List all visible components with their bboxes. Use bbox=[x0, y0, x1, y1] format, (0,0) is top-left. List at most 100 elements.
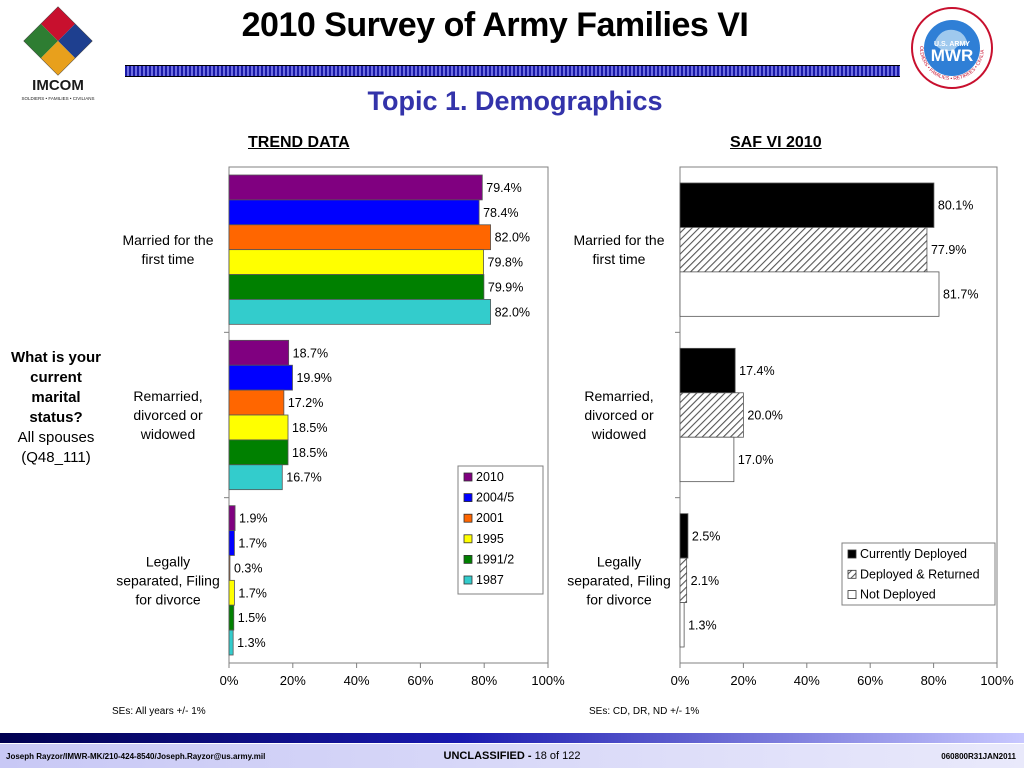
category-label: for divorce bbox=[135, 591, 201, 607]
x-tick-label: 0% bbox=[220, 673, 239, 688]
category-label: Remarried, bbox=[133, 388, 202, 404]
bar-currently-deployed bbox=[679, 182, 935, 228]
data-label: 1.3% bbox=[688, 618, 717, 632]
footer-dtg: 060800R31JAN2011 bbox=[941, 752, 1016, 761]
bar-currently-deployed bbox=[679, 513, 689, 559]
data-label: 20.0% bbox=[747, 409, 782, 423]
data-label: 77.9% bbox=[931, 243, 966, 257]
charts-canvas: 0% 20% 40% 60% 80% 100% Married for the first t… bbox=[116, 166, 1014, 688]
bar-2010 bbox=[228, 505, 236, 531]
legend-swatch-currently-deployed bbox=[847, 549, 857, 559]
bar-not-deployed bbox=[679, 271, 940, 317]
x-tick-label: 40% bbox=[794, 673, 820, 688]
trend-chart: 0% 20% 40% 60% 80% 100% Married for the first t… bbox=[116, 166, 565, 688]
legend-label: 1995 bbox=[476, 532, 504, 546]
bar-not-deployed bbox=[679, 602, 685, 648]
data-label: 1.7% bbox=[238, 586, 267, 600]
bar-1995 bbox=[228, 249, 484, 275]
category-label: widowed bbox=[140, 426, 195, 442]
x-tick-label: 20% bbox=[280, 673, 306, 688]
data-label: 17.2% bbox=[288, 396, 323, 410]
page-title: 2010 Survey of Army Families VI bbox=[241, 6, 749, 44]
bar-2010 bbox=[228, 339, 290, 366]
bar-deployed-returned bbox=[679, 392, 744, 438]
bar-1987 bbox=[228, 629, 234, 656]
footer-contact: Joseph Rayzor/IMWR-MK/210-424-8540/Josep… bbox=[6, 752, 266, 761]
data-label: 16.7% bbox=[286, 471, 321, 485]
bar-2004-5 bbox=[228, 530, 235, 556]
legend-label: 1987 bbox=[476, 573, 504, 587]
bar-currently-deployed bbox=[679, 347, 736, 394]
data-label: 19.9% bbox=[296, 371, 331, 385]
category-label: widowed bbox=[591, 426, 646, 442]
legend-swatch-not-deployed bbox=[847, 590, 857, 599]
data-label: 2.5% bbox=[692, 529, 721, 543]
data-label: 1.3% bbox=[237, 636, 266, 650]
mwr-logo-top: U.S. ARMY bbox=[934, 41, 970, 48]
legend-swatch-1991-2 bbox=[463, 555, 473, 564]
data-label: 79.8% bbox=[488, 256, 523, 270]
legend-swatch-2010 bbox=[463, 472, 473, 482]
saf-se-note: SEs: CD, DR, ND +/- 1% bbox=[589, 706, 700, 717]
bar-1987 bbox=[228, 464, 283, 491]
x-tick-label: 40% bbox=[344, 673, 370, 688]
legend-swatch-deployed-returned bbox=[847, 569, 857, 579]
legend-label: 2001 bbox=[476, 511, 504, 525]
data-label: 1.7% bbox=[238, 537, 267, 551]
data-label: 0.3% bbox=[234, 561, 263, 575]
bar-2010 bbox=[228, 174, 483, 201]
data-label: 82.0% bbox=[495, 231, 530, 245]
x-tick-label: 60% bbox=[857, 673, 883, 688]
bar-deployed-returned bbox=[679, 557, 688, 603]
bar-2004-5 bbox=[228, 364, 293, 391]
category-label: Married for the bbox=[573, 232, 664, 248]
bar-2001 bbox=[228, 389, 285, 416]
trend-se-note: SEs: All years +/- 1% bbox=[112, 706, 206, 717]
legend-swatch-2004-5 bbox=[463, 493, 473, 503]
bar-deployed-returned bbox=[679, 227, 928, 273]
category-label: divorced or bbox=[584, 407, 654, 423]
category-label: separated, Filing bbox=[567, 572, 671, 588]
bar-2001 bbox=[228, 224, 491, 251]
x-tick-label: 0% bbox=[671, 673, 690, 688]
bar-1991-2 bbox=[228, 439, 289, 466]
data-label: 81.7% bbox=[943, 288, 978, 302]
legend-label: 1991/2 bbox=[476, 552, 514, 566]
footer-classification: UNCLASSIFIED - 18 of 122 bbox=[0, 750, 1024, 762]
category-label: for divorce bbox=[586, 591, 652, 607]
data-label: 18.5% bbox=[292, 421, 327, 435]
page-subtitle: Topic 1. Demographics bbox=[367, 86, 663, 116]
category-label: Legally bbox=[146, 553, 190, 569]
question-text: What is your current marital status? bbox=[10, 349, 101, 426]
data-label: 1.9% bbox=[239, 512, 268, 526]
legend-label: 2004/5 bbox=[476, 491, 514, 505]
bar-1987 bbox=[228, 299, 491, 325]
bar-1995 bbox=[228, 414, 289, 441]
x-tick-label: 60% bbox=[407, 673, 433, 688]
footer-divider bbox=[0, 733, 1024, 743]
legend-swatch-1987 bbox=[463, 575, 473, 585]
x-tick-label: 80% bbox=[471, 673, 497, 688]
legend-swatch-1995 bbox=[463, 534, 473, 544]
x-tick-label: 20% bbox=[730, 673, 756, 688]
data-label: 18.5% bbox=[292, 446, 327, 460]
imcom-logo: IMCOM SOLDIERS • FAMILIES • CIVILIANS bbox=[15, 5, 101, 105]
data-label: 17.4% bbox=[739, 364, 774, 378]
legend-label: Deployed & Returned bbox=[860, 567, 980, 581]
category-label: divorced or bbox=[133, 407, 203, 423]
category-label: first time bbox=[593, 251, 646, 267]
mwr-logo: U.S. ARMY MWR SOLDIERS • FAMILIES • RETI… bbox=[908, 2, 994, 90]
data-label: 79.9% bbox=[488, 281, 523, 295]
x-tick-label: 80% bbox=[921, 673, 947, 688]
header-divider bbox=[125, 65, 900, 77]
category-label: Remarried, bbox=[584, 388, 653, 404]
page-number: 18 of 122 bbox=[534, 750, 581, 762]
data-label: 79.4% bbox=[486, 181, 521, 195]
imcom-logo-text: IMCOM bbox=[32, 77, 84, 94]
legend-label: 2010 bbox=[476, 470, 504, 484]
bar-2001 bbox=[228, 555, 231, 581]
trend-chart-title: TREND DATA bbox=[248, 134, 350, 151]
mwr-logo-text: MWR bbox=[931, 46, 973, 65]
legend bbox=[841, 542, 996, 606]
data-label: 2.1% bbox=[691, 574, 720, 588]
